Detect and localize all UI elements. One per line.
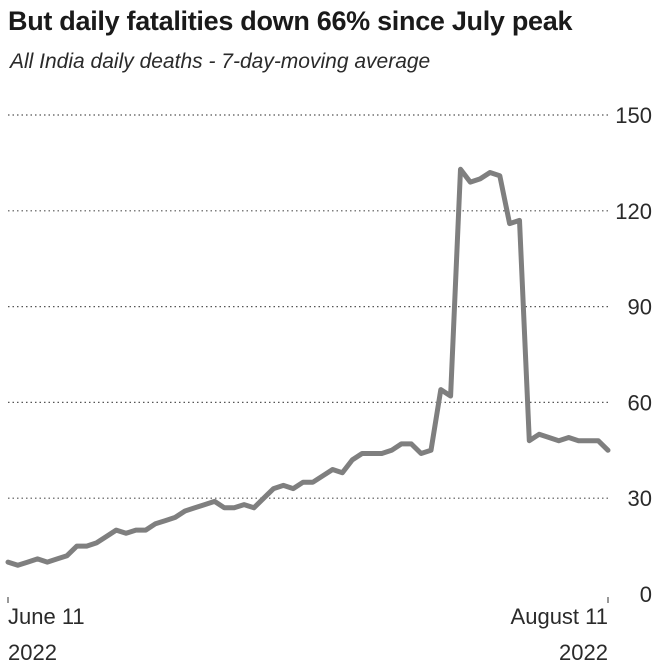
data-point [194,507,196,509]
data-point [243,504,245,506]
data-point [302,481,304,483]
data-point [450,395,452,397]
data-point [27,561,29,563]
data-point [56,558,58,560]
data-point [292,488,294,490]
data-point [282,484,284,486]
data-point [391,449,393,451]
data-point [479,178,481,180]
data-point [489,172,491,173]
data-point [105,536,107,537]
chart-subtitle: All India daily deaths - 7-day-moving av… [10,50,431,73]
data-point [145,529,147,531]
data-point [46,561,48,563]
data-point [204,504,206,506]
data-point [607,449,609,451]
data-point [519,219,520,221]
data-point [214,500,216,502]
data-point [430,449,432,451]
data-point [273,488,275,490]
y-tick-label: 60 [628,390,652,415]
y-tick-label: 30 [628,486,652,511]
chart-title: But daily fatalities down 66% since July… [8,6,573,36]
x-tick-year-label: 2022 [559,640,608,665]
y-tick-label: 0 [640,582,652,607]
data-point [312,481,314,483]
data-point [135,529,137,531]
x-tick-label: June 11 [8,604,85,629]
data-point [332,469,334,470]
data-point [587,440,589,442]
x-tick-year-label: 2022 [8,640,57,665]
data-point [400,443,402,445]
data-point [17,564,19,566]
data-point [469,181,471,183]
y-axis-ticks: 0 30 60 90 120 150 [615,103,652,607]
data-point [528,440,530,442]
data-point [322,475,324,477]
x-tick-label: August 11 [511,604,608,629]
data-point [597,440,599,442]
data-point [538,433,540,435]
data-point [7,561,9,563]
data-point [233,507,235,509]
data-point [263,497,265,499]
y-tick-label: 90 [628,295,652,320]
data-point [351,459,353,461]
data-point [37,558,38,560]
data-point [253,507,255,509]
data-point [578,440,579,442]
data-point [420,453,422,454]
data-point [440,389,442,391]
data-point [499,175,501,177]
data-point [96,542,97,544]
x-axis-ticks: June 11 2022 August 11 2022 [7,597,609,665]
data-point [381,453,383,454]
data-point [174,516,176,518]
data-point [86,545,88,547]
series-line [5,166,611,568]
data-point [509,223,511,225]
data-point [341,472,343,474]
data-point [410,443,412,445]
data-point [361,453,363,454]
series-group [5,166,611,568]
gridlines [8,114,608,499]
data-point [184,510,186,512]
data-point [371,453,373,454]
data-point [558,440,560,442]
y-tick-label: 150 [615,103,652,128]
data-point [125,532,127,534]
data-point [66,555,68,557]
data-point [155,523,156,525]
data-point [460,168,461,170]
y-tick-label: 120 [615,199,652,224]
data-point [76,545,78,547]
data-point [548,437,550,438]
data-point [115,529,117,531]
data-point [223,507,225,509]
data-point [568,437,570,438]
data-point [164,520,166,522]
